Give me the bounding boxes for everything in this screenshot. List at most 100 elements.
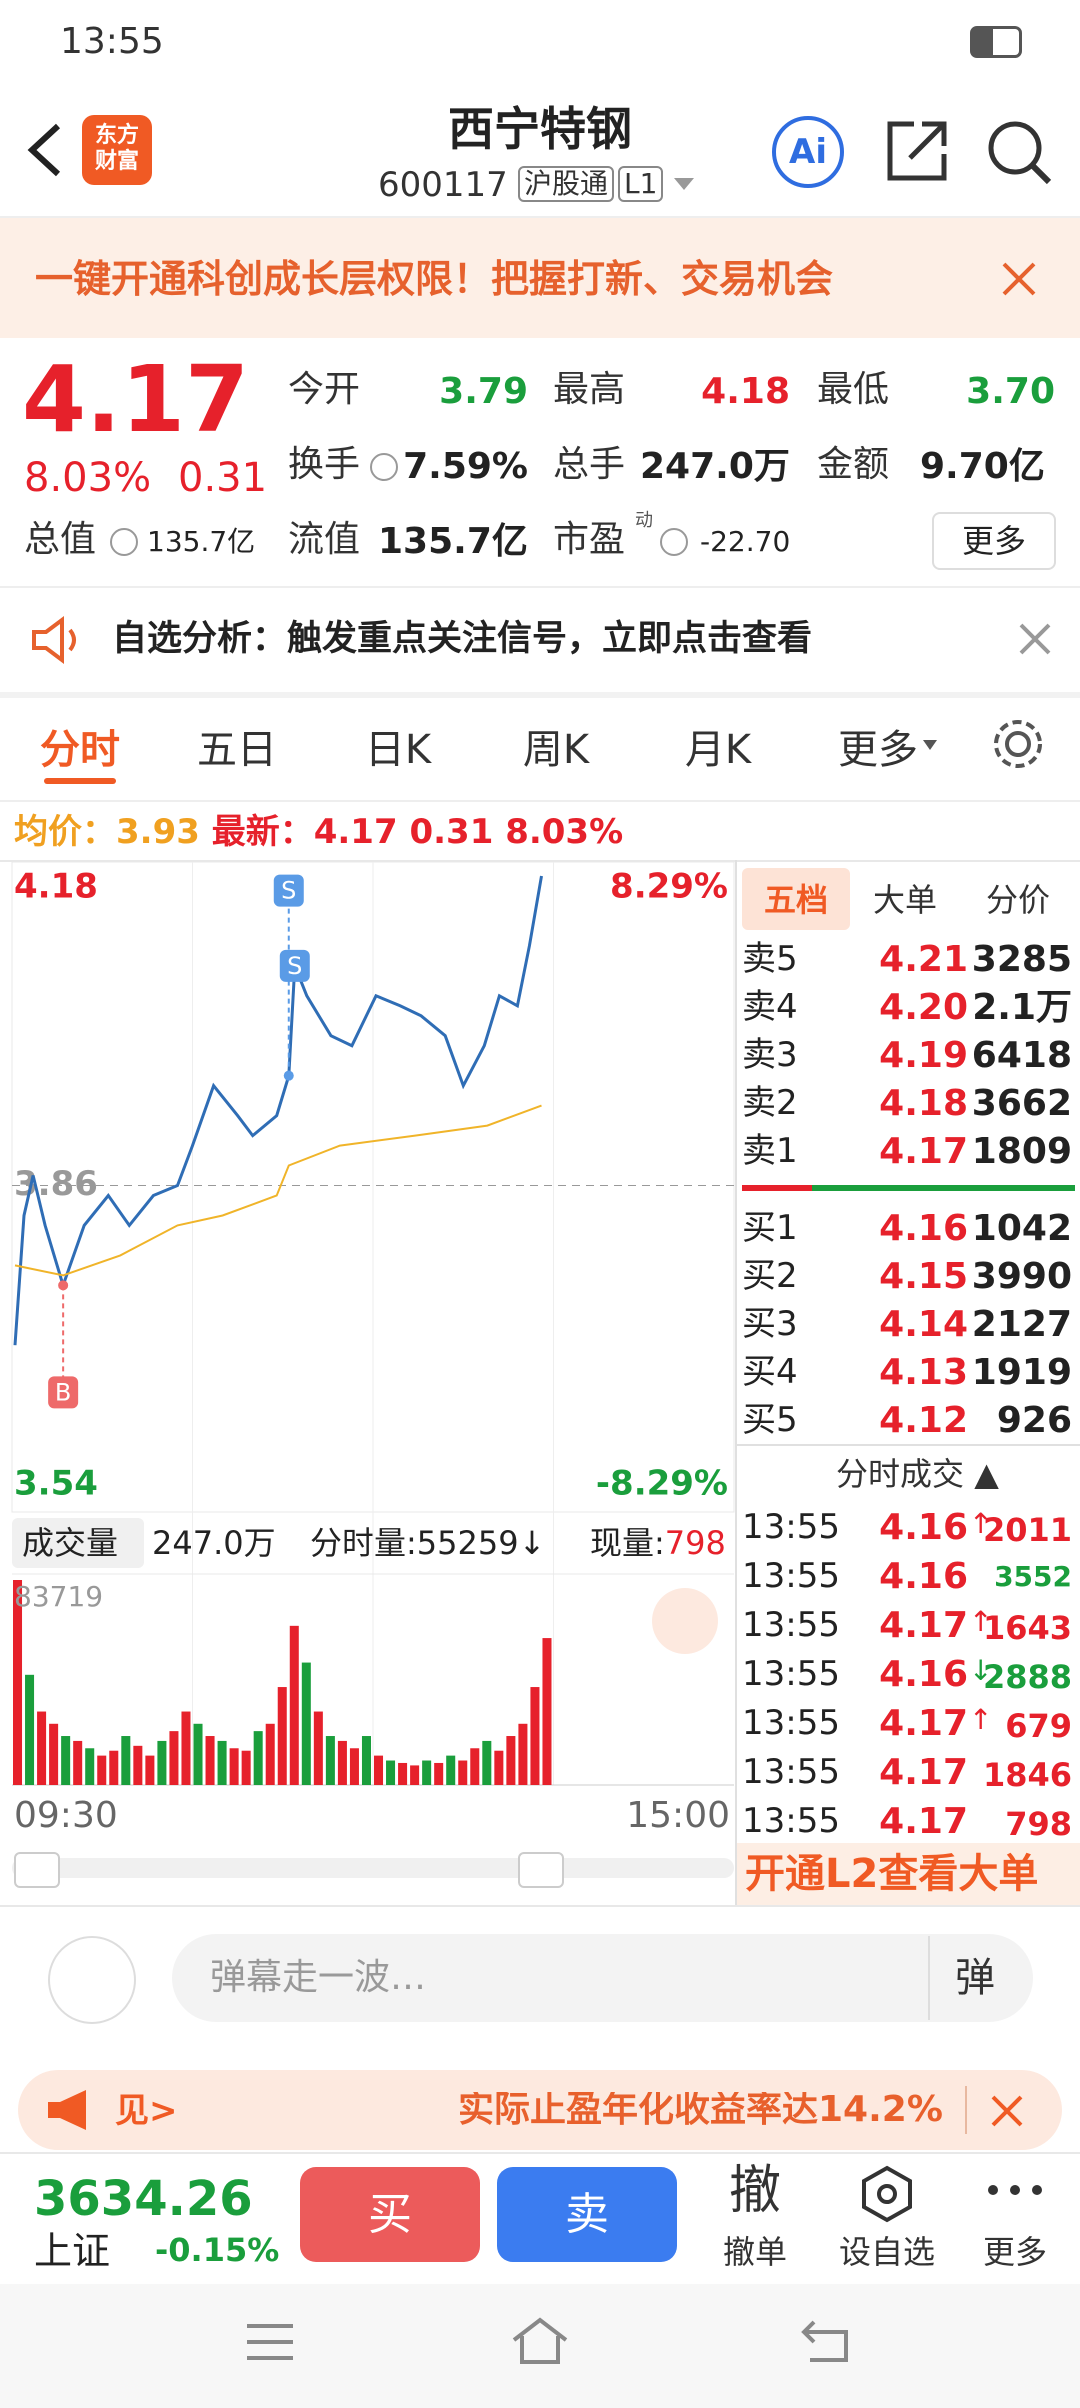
signal-point	[58, 1280, 69, 1291]
volume-selector[interactable]	[12, 1518, 144, 1568]
info-icon[interactable]	[370, 453, 398, 481]
sell-button[interactable]: 卖	[497, 2167, 677, 2262]
ad-link[interactable]: 见>	[115, 2091, 178, 2131]
volume-bar	[458, 1760, 468, 1785]
book-volume: 926	[996, 1400, 1072, 1441]
volume-bar	[277, 1687, 287, 1785]
watch-icon[interactable]	[860, 2165, 914, 2223]
l2-banner[interactable]	[737, 1843, 1080, 1905]
l2-text[interactable]: 开通L2查看大单	[745, 1851, 1039, 1897]
volume-bar	[374, 1755, 384, 1785]
search-button[interactable]	[985, 118, 1055, 188]
stat-label-sup: 动	[635, 510, 653, 531]
volume-bar	[542, 1638, 552, 1785]
ad-banner[interactable]	[18, 2070, 1062, 2150]
chart-frame	[11, 861, 735, 1513]
trades-title[interactable]: 分时成交 ▲	[836, 1455, 999, 1493]
logo-text: 财富	[94, 149, 139, 174]
divider	[965, 2086, 967, 2134]
book-tab[interactable]: 大单	[872, 881, 937, 919]
stock-name: 西宁特钢	[448, 102, 632, 156]
volume-bar	[37, 1711, 47, 1785]
index-change[interactable]: -0.15%	[155, 2231, 280, 2269]
danmaku-button[interactable]: 弹	[955, 1955, 995, 2001]
more-button[interactable]: 更多	[932, 512, 1056, 570]
book-price: 4.18	[879, 1083, 968, 1124]
trade-direction: ↑	[969, 1605, 993, 1638]
share-button[interactable]	[884, 118, 950, 184]
watch-label[interactable]: 设自选	[838, 2233, 935, 2271]
cancel-icon[interactable]: 撤	[728, 2161, 781, 2221]
volume-bar	[494, 1750, 504, 1785]
status-time: 13:55	[60, 21, 164, 62]
tab[interactable]: 月K	[684, 727, 752, 773]
ad-text[interactable]: 实际止盈年化收益率达14.2%	[458, 2092, 943, 2128]
volume-bar	[289, 1625, 299, 1785]
volume-bar	[109, 1750, 119, 1785]
settings-button[interactable]	[990, 716, 1046, 772]
buy-button[interactable]: 买	[300, 2167, 480, 2262]
ai-button[interactable]: Ai	[772, 116, 844, 188]
price-line	[14, 1104, 542, 1277]
banner-text[interactable]: 一键开通科创成长层权限！把握打新、交易机会	[35, 257, 834, 301]
close-button[interactable]	[990, 2094, 1024, 2128]
info-icon[interactable]	[660, 528, 688, 556]
trades-title-text[interactable]: 分时成交	[836, 1455, 965, 1493]
tab[interactable]: 更多	[838, 727, 918, 773]
volume-bar	[506, 1736, 516, 1785]
comment-placeholder[interactable]: 弹幕走一波…	[210, 1957, 427, 1998]
app-logo[interactable]: 东方 财富	[82, 115, 152, 185]
trade-volume: 3552	[994, 1560, 1072, 1593]
price: 4.17	[22, 346, 249, 453]
close-button[interactable]	[1000, 260, 1038, 298]
tab[interactable]: 分时	[40, 727, 120, 773]
volume-bar	[337, 1740, 347, 1785]
book-label: 买5	[742, 1400, 798, 1440]
info-icon[interactable]	[110, 528, 138, 556]
more-icon[interactable]	[985, 2180, 1045, 2200]
more-label[interactable]: 更多	[982, 2233, 1047, 2271]
index-name[interactable]: 上证	[34, 2229, 111, 2273]
trade-time: 13:55	[742, 1703, 840, 1743]
current-volume: 现量:798	[590, 1527, 726, 1559]
trade-price: 4.17	[879, 1752, 968, 1793]
tab[interactable]: 周K	[522, 727, 590, 773]
danmaku-settings[interactable]	[48, 1936, 136, 2024]
comment-input[interactable]	[172, 1934, 1033, 2022]
scroll-track[interactable]	[12, 1858, 734, 1878]
dropdown-icon[interactable]	[672, 176, 696, 192]
book-tab[interactable]: 五档	[763, 881, 828, 919]
divider	[0, 692, 1080, 698]
back-button[interactable]	[20, 120, 70, 180]
volume-bar	[446, 1755, 456, 1785]
cancel-label[interactable]: 撤单	[722, 2233, 787, 2271]
tab[interactable]: 五日	[197, 727, 277, 773]
tab[interactable]: 日K	[364, 727, 432, 773]
scroll-handle[interactable]	[14, 1852, 60, 1888]
stat-value: 9.70亿	[920, 446, 1045, 487]
signal-badge	[273, 874, 304, 907]
alert-text[interactable]: 自选分析：触发重点关注信号，立即点击查看	[112, 619, 813, 659]
book-tab[interactable]: 分价	[985, 881, 1050, 919]
tab-caret[interactable]	[923, 740, 937, 750]
book-label: 卖1	[742, 1131, 798, 1171]
nav-back[interactable]	[800, 2318, 850, 2364]
index-value[interactable]: 3634.26	[34, 2171, 253, 2227]
close-button[interactable]	[1018, 622, 1052, 656]
book-label: 卖2	[742, 1083, 798, 1123]
change-pct: 8.03%	[24, 455, 152, 501]
avg-label: 均价：	[14, 812, 116, 852]
banner[interactable]	[0, 218, 1080, 338]
signal-label: S	[287, 952, 302, 980]
scroll-handle[interactable]	[518, 1852, 564, 1888]
volume-bar	[410, 1765, 420, 1785]
stat-label: 市盈	[553, 519, 626, 560]
volume-bar	[530, 1687, 540, 1785]
volume-title[interactable]: 成交量	[22, 1524, 119, 1562]
stat-label: 今开	[288, 369, 361, 410]
nav-menu[interactable]	[245, 2322, 295, 2362]
volume-bar	[434, 1762, 444, 1785]
expand-button[interactable]	[652, 1588, 718, 1654]
nav-home[interactable]	[510, 2316, 570, 2366]
current-volume-value: 798	[664, 1524, 726, 1562]
